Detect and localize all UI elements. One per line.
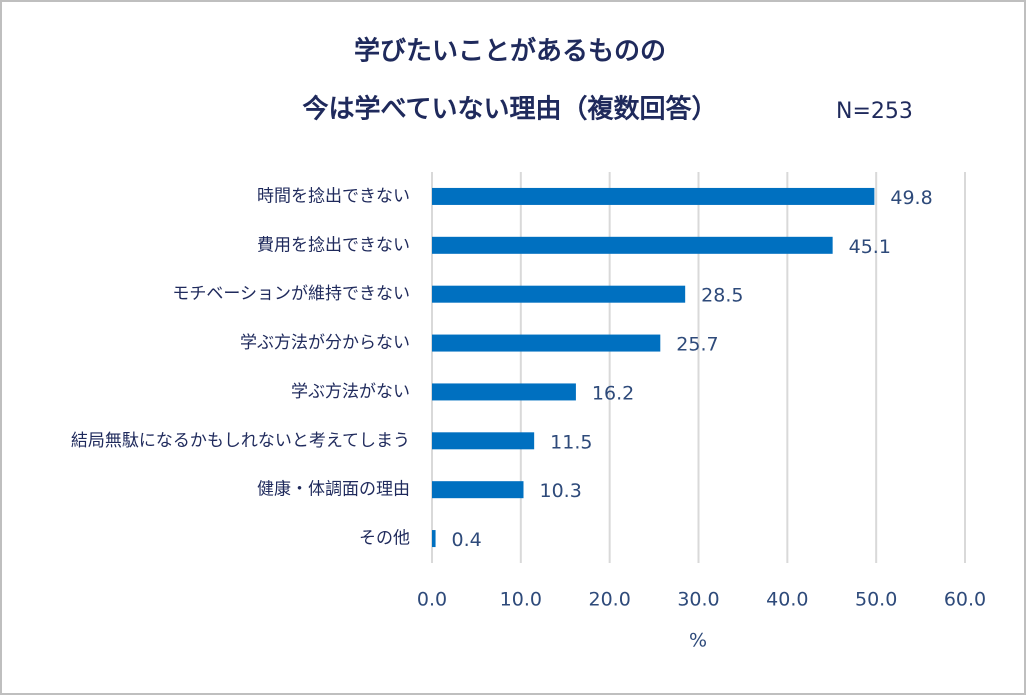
value-label: 45.1 bbox=[849, 236, 891, 258]
chart-title: 学びたいことがあるものの bbox=[354, 36, 666, 67]
bar bbox=[432, 334, 661, 352]
chart-title: 今は学べていない理由（複数回答） bbox=[303, 94, 718, 125]
y-tick-label: その他 bbox=[359, 529, 410, 549]
x-tick-label: 20.0 bbox=[589, 589, 631, 611]
x-axis-label: % bbox=[689, 630, 707, 652]
value-label: 49.8 bbox=[890, 187, 932, 209]
y-tick-label: 健康・体調面の理由 bbox=[257, 480, 410, 500]
value-label: 16.2 bbox=[592, 382, 634, 404]
bar bbox=[432, 187, 875, 205]
x-tick-label: 60.0 bbox=[944, 589, 986, 611]
value-label: 0.4 bbox=[452, 529, 482, 551]
bar bbox=[432, 383, 576, 401]
y-tick-label: 学ぶ方法がない bbox=[291, 382, 410, 402]
value-label: 10.3 bbox=[539, 480, 581, 502]
bar bbox=[432, 530, 436, 548]
x-tick-label: 30.0 bbox=[677, 589, 719, 611]
value-label: 11.5 bbox=[550, 431, 592, 453]
value-label: 25.7 bbox=[676, 334, 718, 356]
x-tick-label: 0.0 bbox=[417, 589, 447, 611]
bar bbox=[432, 236, 833, 254]
value-label: 28.5 bbox=[701, 285, 743, 307]
y-tick-label: 学ぶ方法が分からない bbox=[240, 333, 410, 353]
bar bbox=[432, 432, 535, 450]
sample-size: N=253 bbox=[836, 99, 913, 124]
x-tick-label: 50.0 bbox=[855, 589, 897, 611]
bar bbox=[432, 481, 524, 499]
x-tick-label: 10.0 bbox=[500, 589, 542, 611]
x-tick-label: 40.0 bbox=[766, 589, 808, 611]
y-tick-label: モチベーションが維持できない bbox=[172, 284, 410, 304]
bar bbox=[432, 285, 686, 303]
y-tick-label: 時間を捻出できない bbox=[257, 186, 410, 206]
y-tick-label: 費用を捻出できない bbox=[257, 235, 410, 255]
y-tick-label: 結局無駄になるかもしれないと考えてしまう bbox=[71, 431, 410, 451]
